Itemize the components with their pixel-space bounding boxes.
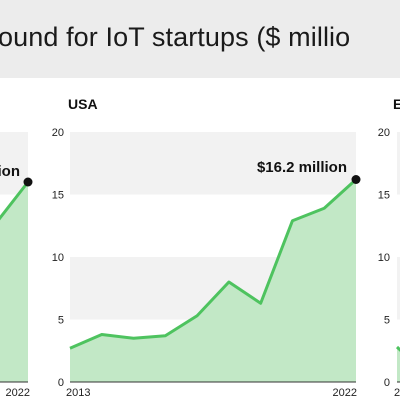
left-line bbox=[0, 181, 30, 221]
right-y-tick-label: 10 bbox=[378, 252, 390, 264]
right-panel-title: E bbox=[393, 96, 400, 112]
usa-band-0 bbox=[70, 132, 356, 195]
right-line bbox=[395, 345, 400, 352]
left-endpoint-marker bbox=[23, 177, 33, 187]
usa-x-tick-label: 2013 bbox=[66, 387, 90, 399]
usa-annotation: $16.2 million bbox=[257, 159, 347, 176]
usa-x-tick-label: 2022 bbox=[333, 387, 357, 399]
right-area bbox=[397, 347, 400, 382]
right-y-tick-label: 20 bbox=[378, 127, 390, 139]
usa-endpoint-marker bbox=[351, 175, 361, 184]
left-x-tick-label: 2022 bbox=[6, 387, 30, 399]
right-band-1 bbox=[397, 257, 400, 320]
right-x-tick-label: 2 bbox=[394, 387, 400, 399]
usa-y-tick-label: 10 bbox=[52, 252, 64, 264]
usa-panel-title: USA bbox=[68, 96, 98, 112]
usa-y-tick-label: 15 bbox=[52, 190, 64, 202]
left-annotation: llion bbox=[0, 163, 20, 180]
usa-y-tick-label: 0 bbox=[58, 377, 64, 389]
chart-headline: ound for IoT startups ($ millio bbox=[0, 22, 351, 52]
right-y-tick-label: 0 bbox=[384, 377, 390, 389]
right-band-0 bbox=[397, 132, 400, 195]
right-y-tick-label: 15 bbox=[378, 190, 390, 202]
usa-area bbox=[70, 179, 356, 382]
usa-y-tick-label: 20 bbox=[52, 127, 64, 139]
usa-line bbox=[69, 178, 358, 350]
left-area bbox=[0, 182, 28, 382]
usa-y-tick-label: 5 bbox=[58, 315, 64, 327]
right-y-tick-label: 5 bbox=[384, 315, 390, 327]
left-band-0 bbox=[0, 132, 28, 195]
header-bar: ound for IoT startups ($ millio bbox=[0, 0, 400, 78]
